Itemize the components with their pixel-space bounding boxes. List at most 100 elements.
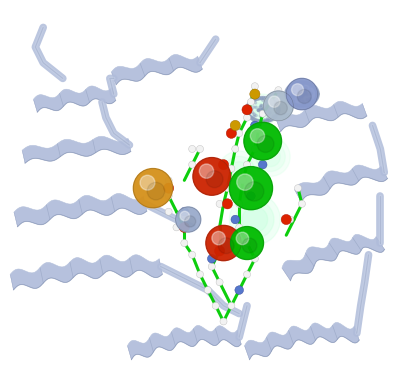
Circle shape — [255, 126, 262, 133]
Circle shape — [242, 238, 257, 253]
Circle shape — [262, 109, 264, 111]
Circle shape — [303, 81, 306, 84]
Circle shape — [302, 89, 304, 91]
Circle shape — [313, 100, 316, 103]
Circle shape — [165, 192, 172, 200]
Circle shape — [251, 83, 258, 90]
Polygon shape — [244, 323, 359, 360]
Circle shape — [300, 95, 303, 97]
Circle shape — [260, 109, 262, 111]
Circle shape — [232, 145, 239, 152]
Circle shape — [258, 160, 267, 169]
Circle shape — [265, 103, 267, 105]
Circle shape — [266, 118, 268, 120]
Circle shape — [297, 96, 300, 98]
Circle shape — [262, 113, 264, 115]
Circle shape — [299, 93, 301, 95]
Circle shape — [305, 87, 307, 89]
Circle shape — [315, 97, 318, 100]
Circle shape — [277, 107, 280, 110]
Circle shape — [316, 93, 319, 96]
Circle shape — [272, 100, 276, 103]
Circle shape — [247, 192, 255, 200]
Circle shape — [301, 93, 303, 95]
Circle shape — [260, 106, 262, 108]
Circle shape — [244, 240, 250, 247]
Circle shape — [285, 90, 288, 93]
Circle shape — [258, 109, 260, 112]
Circle shape — [266, 120, 269, 123]
Circle shape — [307, 82, 310, 85]
Circle shape — [212, 302, 219, 309]
Circle shape — [261, 105, 263, 107]
Circle shape — [261, 109, 264, 111]
Circle shape — [184, 216, 196, 227]
Circle shape — [312, 101, 315, 104]
Circle shape — [257, 109, 260, 111]
Circle shape — [206, 225, 241, 261]
Circle shape — [244, 114, 250, 121]
Circle shape — [301, 93, 303, 95]
Circle shape — [315, 88, 318, 91]
Circle shape — [262, 109, 265, 111]
Circle shape — [292, 100, 294, 102]
Circle shape — [302, 94, 304, 96]
Circle shape — [253, 115, 255, 117]
Circle shape — [288, 100, 292, 103]
Circle shape — [268, 119, 271, 122]
Circle shape — [312, 84, 315, 87]
Circle shape — [249, 101, 252, 104]
Circle shape — [264, 96, 267, 100]
Circle shape — [254, 102, 257, 104]
Circle shape — [307, 103, 310, 106]
Circle shape — [268, 113, 270, 116]
Circle shape — [275, 87, 282, 94]
Circle shape — [244, 122, 282, 160]
Circle shape — [251, 100, 254, 103]
Circle shape — [236, 224, 243, 231]
Circle shape — [247, 103, 250, 106]
Circle shape — [266, 101, 268, 103]
Circle shape — [248, 102, 251, 105]
Circle shape — [286, 98, 289, 101]
Circle shape — [297, 89, 311, 103]
Circle shape — [222, 199, 232, 209]
Circle shape — [246, 109, 249, 112]
Circle shape — [300, 92, 302, 94]
Circle shape — [292, 94, 294, 97]
Circle shape — [266, 97, 269, 100]
Circle shape — [310, 92, 313, 94]
Circle shape — [250, 89, 260, 99]
Circle shape — [228, 162, 250, 183]
Circle shape — [301, 94, 304, 96]
Circle shape — [244, 182, 264, 201]
Polygon shape — [22, 136, 131, 163]
Circle shape — [267, 103, 270, 106]
Circle shape — [255, 106, 257, 109]
Circle shape — [308, 89, 311, 92]
Circle shape — [276, 113, 279, 116]
Circle shape — [310, 102, 313, 105]
Circle shape — [305, 87, 307, 89]
Circle shape — [293, 88, 296, 91]
Circle shape — [251, 255, 258, 262]
Circle shape — [180, 207, 189, 216]
Circle shape — [259, 115, 262, 117]
Circle shape — [309, 85, 312, 88]
Circle shape — [268, 96, 280, 107]
Circle shape — [247, 113, 250, 116]
Circle shape — [270, 107, 272, 109]
Circle shape — [281, 214, 291, 225]
Circle shape — [255, 102, 270, 118]
Circle shape — [294, 185, 302, 192]
Circle shape — [303, 102, 306, 105]
Circle shape — [260, 116, 262, 118]
Circle shape — [303, 104, 306, 107]
Circle shape — [276, 111, 280, 114]
Circle shape — [267, 98, 274, 105]
Circle shape — [261, 110, 264, 112]
Circle shape — [262, 109, 265, 111]
Circle shape — [262, 110, 264, 113]
Circle shape — [316, 96, 319, 99]
Circle shape — [261, 147, 280, 167]
